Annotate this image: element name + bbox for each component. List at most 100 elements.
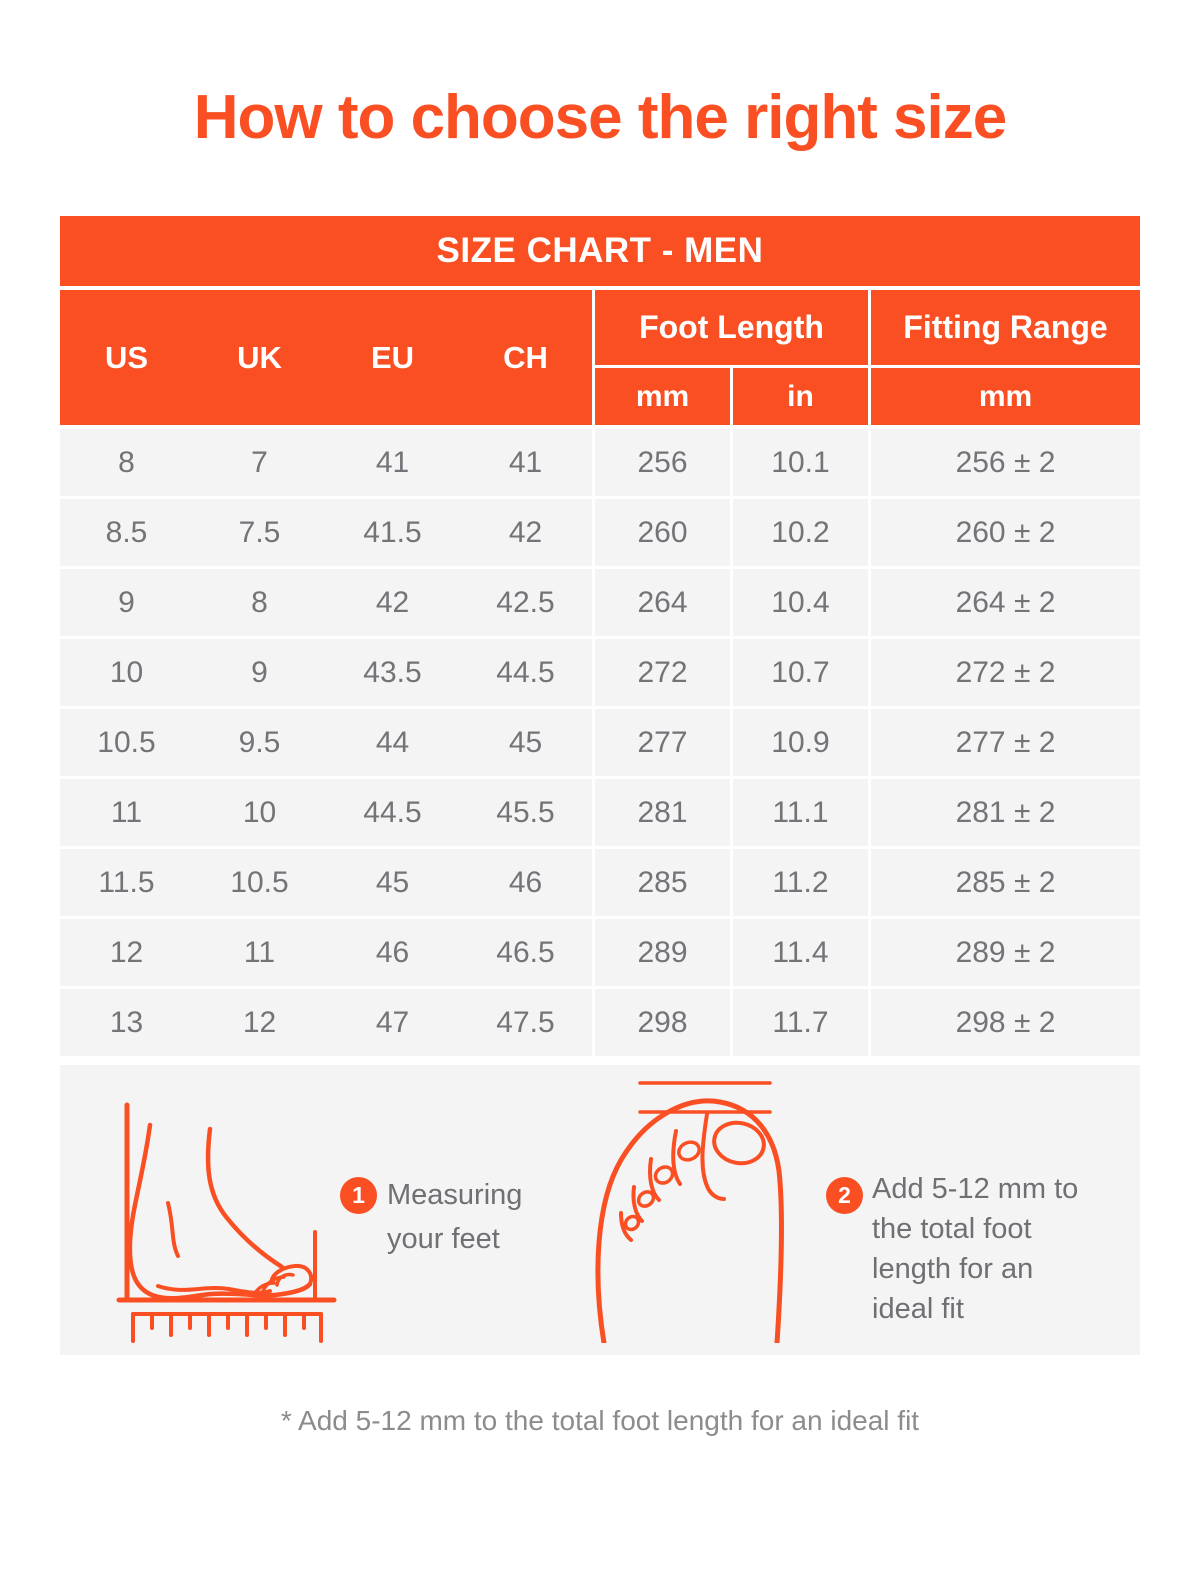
ch-value: 45 [508,725,543,759]
foot-length-in-value: 10.2 [733,499,868,567]
foot-side-on-ruler-icon [116,1102,337,1344]
step-2-line: length for an [872,1253,1034,1286]
subheader-fitting-mm: mm [871,368,1140,426]
step-1-line: your feet [387,1223,500,1256]
foot-length-in-value: 11.1 [733,779,868,847]
measuring-instructions-panel: 1 Measuring your feet 2 Add 5-12 mm to t… [60,1065,1140,1356]
foot-length-mm-value: 298 [595,989,730,1057]
size-values: 8 7 41 41 [60,429,592,497]
table-row: 11.5 10.5 45 46 285 11.2 285 ± 2 [60,849,1140,917]
ch-value: 42.5 [496,585,555,619]
step-1-badge: 1 [340,1177,377,1215]
foot-length-mm-value: 264 [595,569,730,637]
fitting-range-value: 260 ± 2 [871,499,1140,567]
fitting-range-value: 272 ± 2 [871,639,1140,707]
step-2-line: ideal fit [872,1293,964,1326]
fitting-range-value: 298 ± 2 [871,989,1140,1057]
eu-value: 44 [375,725,410,759]
foot-length-mm-value: 256 [595,429,730,497]
foot-length-mm-value: 285 [595,849,730,917]
foot-top-toes-icon [595,1081,784,1344]
foot-length-in-value: 10.9 [733,709,868,777]
ch-value: 41 [508,445,543,479]
us-value: 8.5 [105,515,148,549]
uk-value: 7 [251,445,268,479]
step-2-line: the total foot [872,1213,1032,1246]
foot-length-in-value: 10.7 [733,639,868,707]
table-row: 10 9 43.5 44.5 272 10.7 272 ± 2 [60,639,1140,707]
foot-length-mm-value: 272 [595,639,730,707]
table-row: 13 12 47 47.5 298 11.7 298 ± 2 [60,989,1140,1057]
header-size-systems: US UK EU CH [60,290,592,426]
size-values: 10.5 9.5 44 45 [60,709,592,777]
ch-value: 46.5 [496,935,555,969]
ch-value: 42 [508,515,543,549]
eu-value: 41 [375,445,410,479]
foot-length-mm-value: 260 [595,499,730,567]
fitting-range-value: 256 ± 2 [871,429,1140,497]
column-header-uk: UK [237,339,282,375]
column-header-foot-length: Foot Length [595,290,868,366]
table-row: 10.5 9.5 44 45 277 10.9 277 ± 2 [60,709,1140,777]
step-1-line: Measuring [387,1179,523,1212]
foot-length-in-value: 11.2 [733,849,868,917]
uk-value: 10.5 [230,865,289,899]
eu-value: 45 [375,865,410,899]
foot-length-in-value: 10.1 [733,429,868,497]
table-header: US UK EU CH Foot Length Fitting Range mm… [60,290,1140,426]
uk-value: 12 [242,1005,277,1039]
size-values: 11.5 10.5 45 46 [60,849,592,917]
foot-length-subheaders: mm in [595,368,868,426]
ch-value: 45.5 [496,795,555,829]
step-2-badge: 2 [826,1177,863,1215]
us-value: 8 [118,445,135,479]
ch-value: 44.5 [496,655,555,689]
us-value: 9 [118,585,135,619]
size-values: 9 8 42 42.5 [60,569,592,637]
ch-value: 46 [508,865,543,899]
eu-value: 44.5 [363,795,422,829]
size-values: 8.5 7.5 41.5 42 [60,499,592,567]
step-2-text: Add 5-12 mm to the total foot length for… [872,1169,1078,1329]
step-2-number: 2 [838,1182,851,1209]
eu-value: 42 [375,585,410,619]
us-value: 12 [109,935,144,969]
fitting-range-value: 285 ± 2 [871,849,1140,917]
uk-value: 8 [251,585,268,619]
fitting-range-value: 277 ± 2 [871,709,1140,777]
foot-length-mm-value: 277 [595,709,730,777]
table-row: 8.5 7.5 41.5 42 260 10.2 260 ± 2 [60,499,1140,567]
fitting-range-value: 289 ± 2 [871,919,1140,987]
us-value: 10 [109,655,144,689]
size-values: 12 11 46 46.5 [60,919,592,987]
foot-length-in-value: 10.4 [733,569,868,637]
ch-value: 47.5 [496,1005,555,1039]
step-1-text: Measuring your feet [387,1173,522,1261]
column-header-fitting-range: Fitting Range [871,290,1140,366]
foot-length-mm-value: 289 [595,919,730,987]
uk-value: 9.5 [238,725,281,759]
fitting-range-value: 281 ± 2 [871,779,1140,847]
step-2-line: Add 5-12 mm to [872,1173,1079,1206]
uk-value: 11 [243,935,276,969]
size-chart-table: SIZE CHART - MEN US UK EU CH Foot Length… [60,216,1140,1057]
eu-value: 43.5 [363,655,422,689]
us-value: 13 [109,1005,144,1039]
uk-value: 10 [242,795,277,829]
table-row: 8 7 41 41 256 10.1 256 ± 2 [60,429,1140,497]
column-header-us: US [104,339,149,375]
step-1-number: 1 [352,1182,365,1209]
table-row: 12 11 46 46.5 289 11.4 289 ± 2 [60,919,1140,987]
fitting-range-value: 264 ± 2 [871,569,1140,637]
us-value: 11 [110,795,143,829]
us-value: 10.5 [97,725,156,759]
column-header-eu: EU [370,339,415,375]
uk-value: 9 [251,655,268,689]
footnote: * Add 5-12 mm to the total foot length f… [280,1405,920,1437]
size-values: 11 10 44.5 45.5 [60,779,592,847]
eu-value: 47 [375,1005,410,1039]
table-row: 9 8 42 42.5 264 10.4 264 ± 2 [60,569,1140,637]
page-title: How to choose the right size [193,83,1008,152]
table-row: 11 10 44.5 45.5 281 11.1 281 ± 2 [60,779,1140,847]
foot-length-mm-value: 281 [595,779,730,847]
